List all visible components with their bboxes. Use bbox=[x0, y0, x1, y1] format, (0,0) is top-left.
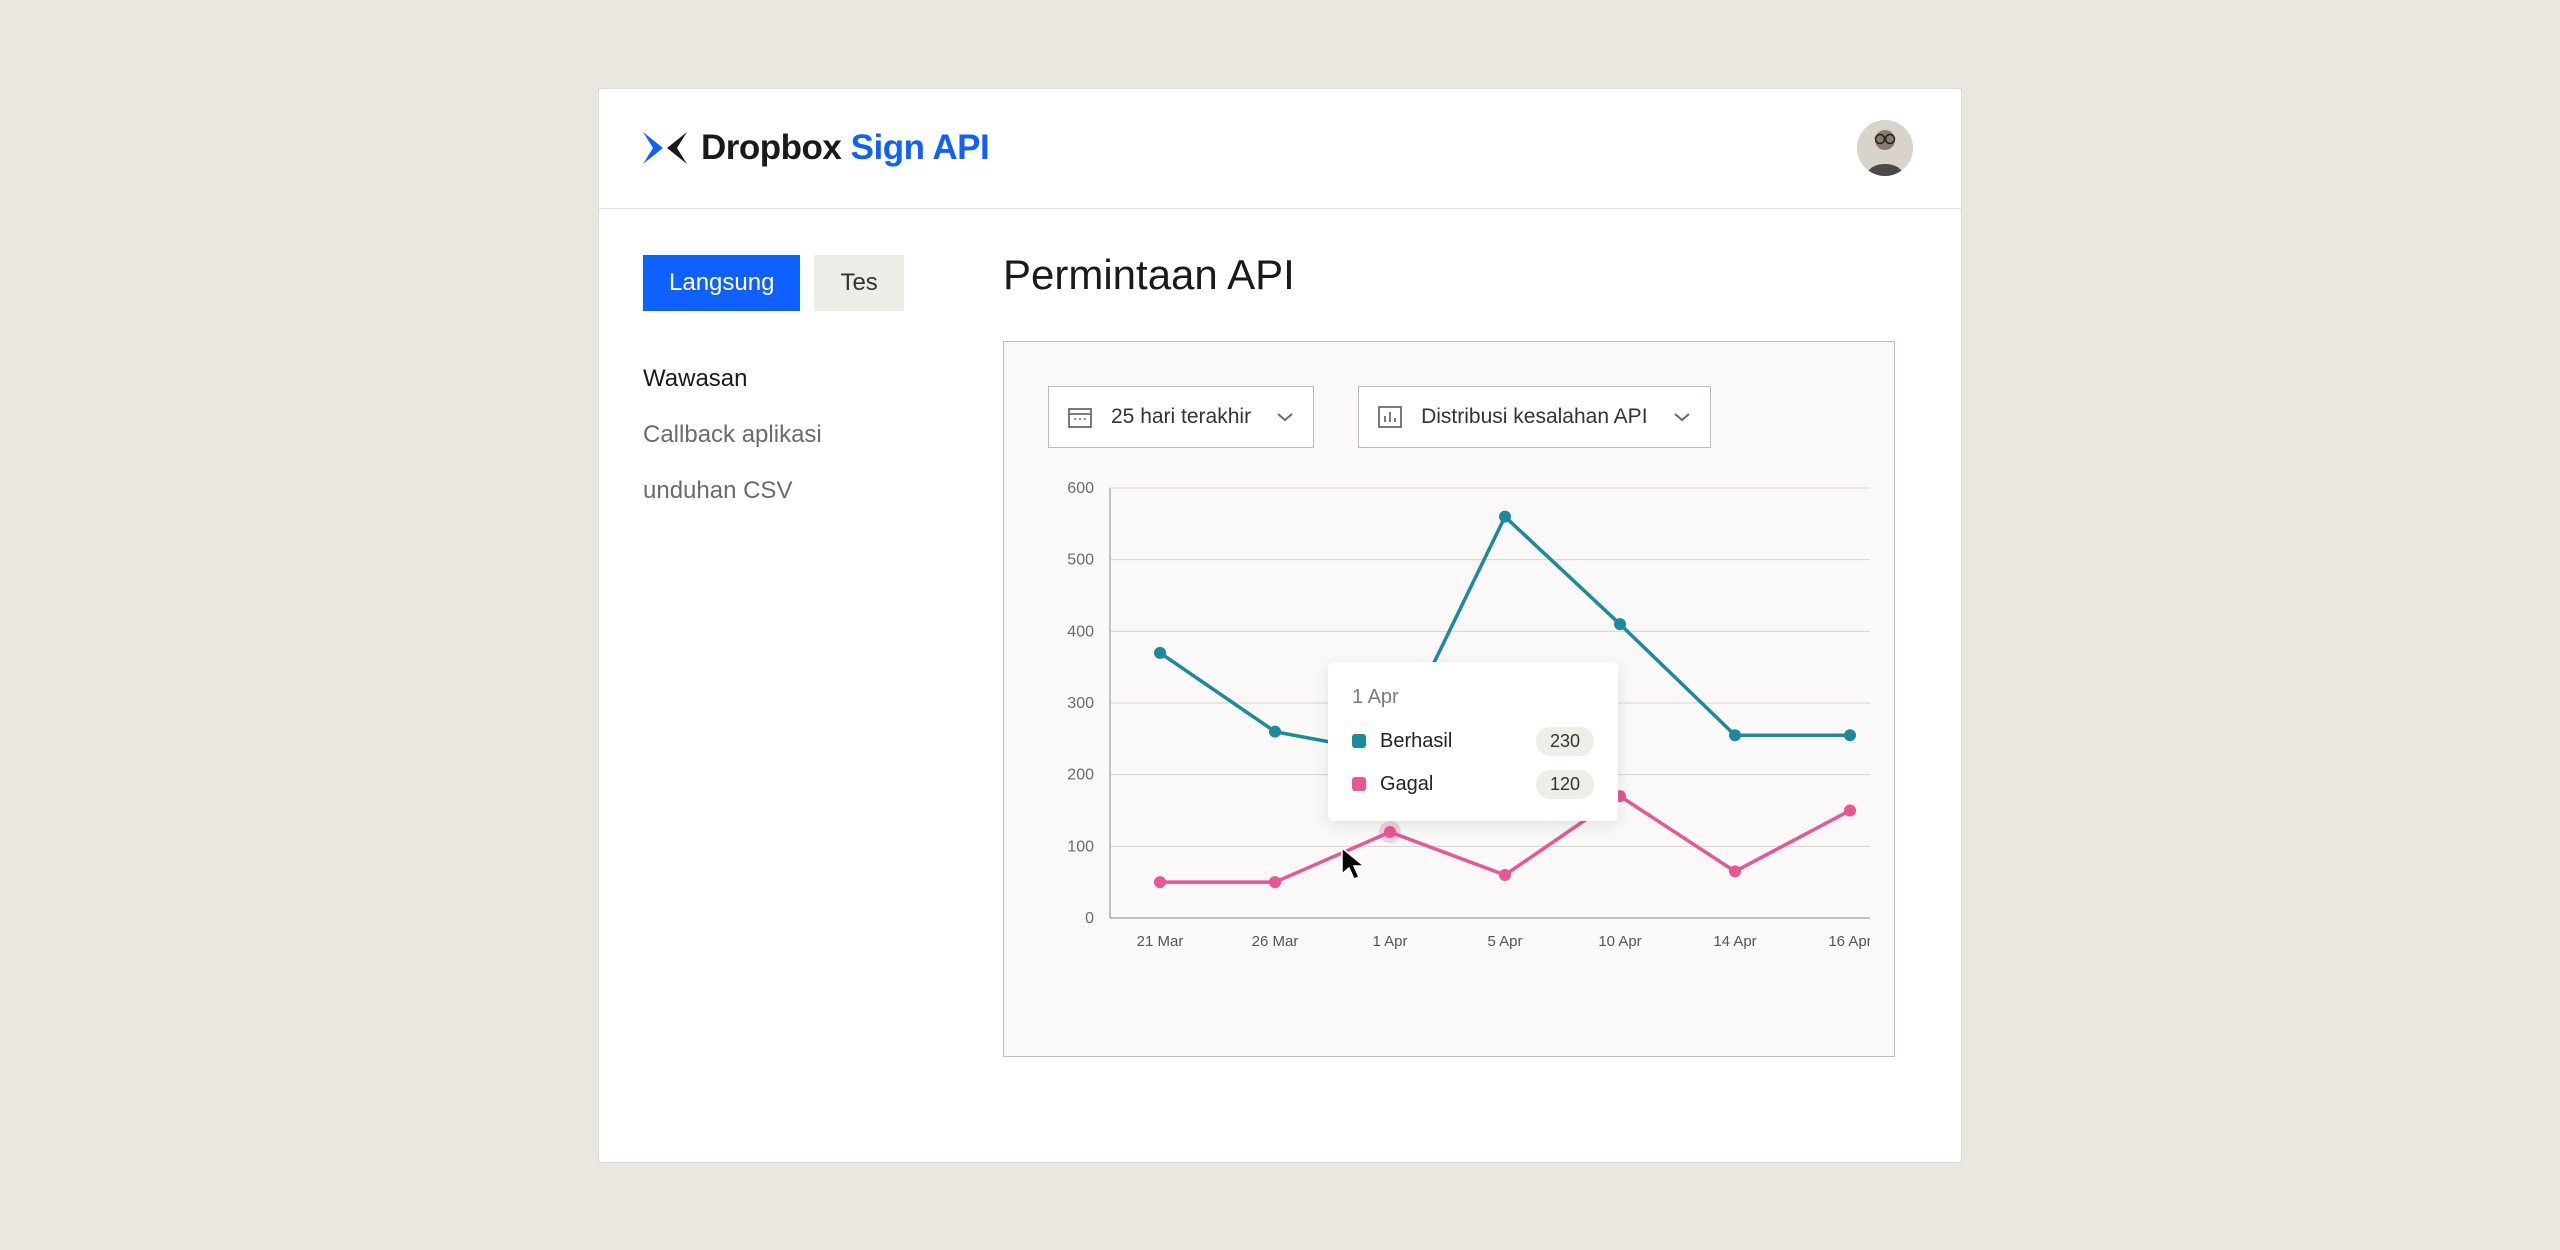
body: Langsung Tes WawasanCallback aplikasiund… bbox=[599, 209, 1961, 1162]
chart-tooltip: 1 Apr Berhasil 230 Gagal 120 bbox=[1328, 662, 1618, 821]
tooltip-swatch bbox=[1352, 734, 1366, 748]
svg-text:500: 500 bbox=[1067, 551, 1094, 568]
svg-text:26 Mar: 26 Mar bbox=[1252, 933, 1299, 950]
tooltip-value: 230 bbox=[1536, 727, 1594, 756]
app-card: Dropbox Sign API Langsung Tes WawasanCal… bbox=[598, 88, 1962, 1163]
tab-tes[interactable]: Tes bbox=[814, 255, 903, 311]
tab-langsung[interactable]: Langsung bbox=[643, 255, 800, 311]
svg-text:0: 0 bbox=[1085, 910, 1094, 927]
date-range-label: 25 hari terakhir bbox=[1111, 405, 1251, 429]
chevron-down-icon bbox=[1672, 411, 1692, 423]
svg-text:1 Apr: 1 Apr bbox=[1372, 933, 1407, 950]
mode-tabs: Langsung Tes bbox=[643, 255, 993, 311]
svg-text:200: 200 bbox=[1067, 766, 1094, 783]
chart: 0 100 200 300 400 500 600 21 Mar 26 Mar 1 Apr 5 Ap… bbox=[1048, 478, 1850, 968]
svg-text:14 Apr: 14 Apr bbox=[1713, 933, 1756, 950]
tooltip-swatch bbox=[1352, 777, 1366, 791]
chart-controls: 25 hari terakhir bbox=[1048, 386, 1850, 448]
cursor-icon bbox=[1338, 846, 1370, 887]
brand-text-blue: Sign API bbox=[851, 128, 990, 167]
brand-text-dark: Dropbox bbox=[701, 128, 841, 167]
svg-text:5 Apr: 5 Apr bbox=[1487, 933, 1522, 950]
svg-text:21 Mar: 21 Mar bbox=[1137, 933, 1184, 950]
main: Permintaan API 25 h bbox=[1003, 255, 1917, 1118]
svg-text:10 Apr: 10 Apr bbox=[1598, 933, 1641, 950]
page-title: Permintaan API bbox=[1003, 251, 1917, 299]
svg-text:300: 300 bbox=[1067, 695, 1094, 712]
sidebar-nav: WawasanCallback aplikasiunduhan CSV bbox=[643, 351, 993, 519]
dropbox-sign-logo-icon bbox=[643, 128, 687, 168]
metric-label: Distribusi kesalahan API bbox=[1421, 405, 1647, 429]
svg-text:600: 600 bbox=[1067, 480, 1094, 497]
chevron-down-icon bbox=[1275, 411, 1295, 423]
header: Dropbox Sign API bbox=[599, 89, 1961, 209]
sidebar-item-0[interactable]: Wawasan bbox=[643, 351, 993, 407]
svg-text:400: 400 bbox=[1067, 623, 1094, 640]
bar-chart-icon bbox=[1377, 405, 1403, 429]
sidebar-item-2[interactable]: unduhan CSV bbox=[643, 463, 993, 519]
tooltip-date: 1 Apr bbox=[1352, 686, 1594, 709]
tooltip-value: 120 bbox=[1536, 770, 1594, 799]
tooltip-label: Gagal bbox=[1380, 773, 1433, 796]
sidebar-item-1[interactable]: Callback aplikasi bbox=[643, 407, 993, 463]
svg-text:16 Apr: 16 Apr bbox=[1828, 933, 1870, 950]
avatar[interactable] bbox=[1857, 120, 1913, 176]
svg-text:100: 100 bbox=[1067, 838, 1094, 855]
tooltip-row: Berhasil 230 bbox=[1352, 727, 1594, 756]
tooltip-label: Berhasil bbox=[1380, 730, 1452, 753]
date-range-dropdown[interactable]: 25 hari terakhir bbox=[1048, 386, 1314, 448]
chart-panel: 25 hari terakhir bbox=[1003, 341, 1895, 1057]
brand-text: Dropbox Sign API bbox=[701, 128, 989, 168]
calendar-icon bbox=[1067, 405, 1093, 429]
metric-dropdown[interactable]: Distribusi kesalahan API bbox=[1358, 386, 1710, 448]
tooltip-row: Gagal 120 bbox=[1352, 770, 1594, 799]
sidebar: Langsung Tes WawasanCallback aplikasiund… bbox=[643, 255, 993, 1118]
brand: Dropbox Sign API bbox=[643, 128, 989, 168]
